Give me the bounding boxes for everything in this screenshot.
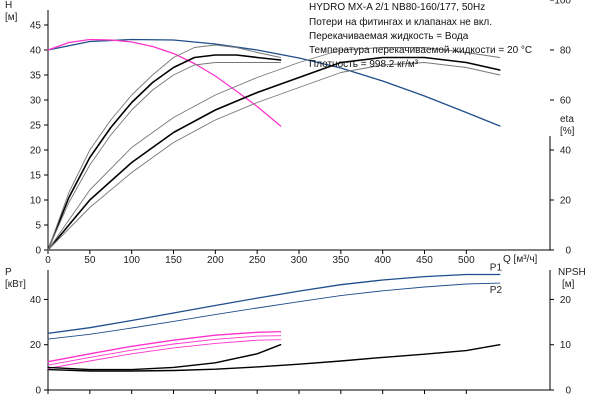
left-tick-label: 20 — [30, 146, 42, 157]
x-tick-label: 0 — [45, 255, 51, 266]
left-tick-label: 30 — [30, 96, 42, 107]
series-line-6 — [47, 56, 501, 251]
series-label-p1: P1 — [490, 263, 503, 274]
left-tick-label: 25 — [30, 121, 42, 132]
top-right-axis-label-symbol: eta — [560, 114, 574, 125]
left-tick-label: 5 — [35, 221, 41, 232]
series-line-1 — [47, 273, 501, 335]
series-line-7 — [47, 344, 501, 372]
left-tick-label: 40 — [30, 46, 42, 57]
series-label-p2: P2 — [490, 285, 503, 296]
left-tick-label: 0 — [35, 386, 41, 397]
note-line-2: Перекачиваемая жидкость = Вода — [309, 31, 469, 42]
top-left-axis-label-unit: [м] — [5, 12, 18, 23]
x-tick-label: 500 — [458, 255, 475, 266]
right-tick-label: 40 — [560, 146, 572, 157]
series-line-6 — [47, 344, 282, 371]
x-tick-label: 400 — [374, 255, 391, 266]
left-tick-label: 10 — [30, 196, 42, 207]
series-line-5 — [47, 339, 282, 369]
left-tick-label: 0 — [35, 246, 41, 257]
left-tick-label: 40 — [30, 295, 42, 306]
series-line-2 — [47, 38, 282, 127]
header-notes: HYDRO MX-A 2/1 NB80-160/177, 50Hz Потери… — [309, 2, 532, 70]
right-tick-label: 80 — [560, 46, 572, 57]
series-line-3 — [47, 54, 282, 251]
x-tick-label: 450 — [416, 255, 433, 266]
series-line-7 — [47, 47, 501, 251]
x-tick-label: 150 — [165, 255, 182, 266]
top-x-axis-label: Q [м³/ч] — [503, 254, 538, 265]
note-line-1: Потери на фитингах и клапанах не вкл. — [309, 16, 492, 28]
x-tick-label: 100 — [123, 255, 140, 266]
x-tick-label: 300 — [291, 255, 308, 266]
x-tick-label: 50 — [84, 255, 96, 266]
x-tick-label: 250 — [249, 255, 266, 266]
top-left-axis-label-symbol: H — [5, 0, 12, 11]
bottom-left-axis-label-symbol: P — [5, 267, 12, 278]
series-line-8 — [47, 62, 501, 251]
right-tick-label: 60 — [560, 96, 572, 107]
x-tick-label: 200 — [207, 255, 224, 266]
right-tick-label: 10 — [560, 340, 572, 351]
left-tick-label: 35 — [30, 71, 42, 82]
note-line-4: Плотность = 998.2 кг/м³ — [309, 59, 419, 70]
series-line-4 — [47, 335, 282, 366]
top-right-axis-label-unit: [%] — [560, 126, 575, 137]
right-tick-label: 0 — [565, 246, 571, 257]
left-tick-label: 20 — [30, 340, 42, 351]
note-line-3: Температура перекачиваемой жидкости = 20… — [309, 45, 532, 56]
bottom-panel: 0 20 40 0 10 20 P [кВт] NPSH [м] P1 P2 — [5, 263, 586, 397]
right-tick-label: 100 — [554, 0, 571, 7]
chart-title: HYDRO MX-A 2/1 NB80-160/177, 50Hz — [309, 2, 485, 13]
series-line-1 — [47, 38, 501, 127]
right-tick-label: 0 — [565, 386, 571, 397]
bottom-right-axis-label-unit: [м] — [562, 279, 575, 290]
left-tick-label: 15 — [30, 171, 42, 182]
series-line-4 — [47, 44, 282, 251]
series-line-5 — [47, 62, 282, 251]
bottom-right-axis-label-symbol: NPSH — [558, 267, 586, 278]
left-tick-label: 45 — [30, 21, 42, 32]
series-line-2 — [47, 282, 501, 340]
right-tick-label: 20 — [560, 196, 572, 207]
x-tick-label: 350 — [332, 255, 349, 266]
series-line-3 — [47, 330, 282, 363]
right-tick-label: 20 — [560, 295, 572, 306]
bottom-left-axis-label-unit: [кВт] — [5, 279, 26, 290]
